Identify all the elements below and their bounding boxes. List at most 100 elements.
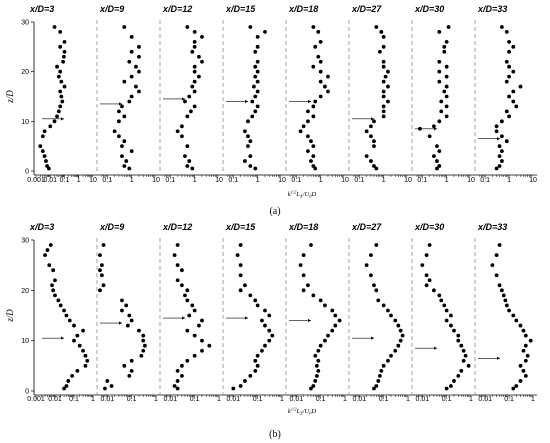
data-point bbox=[122, 79, 127, 84]
data-point bbox=[316, 358, 321, 363]
data-point bbox=[437, 30, 442, 34]
data-point bbox=[386, 84, 390, 89]
panel-title: x/D=12 bbox=[162, 222, 192, 232]
data-point bbox=[251, 84, 256, 89]
panel-title: x/D=30 bbox=[414, 4, 444, 14]
data-point bbox=[42, 129, 47, 134]
data-point bbox=[511, 44, 516, 49]
data-point bbox=[253, 109, 258, 114]
x-tick-label: 10 bbox=[278, 177, 286, 184]
x-axis-label-part: D bbox=[310, 408, 316, 415]
data-point bbox=[62, 84, 67, 89]
data-point bbox=[298, 263, 303, 268]
data-point bbox=[313, 379, 318, 383]
data-point bbox=[442, 303, 447, 308]
x-axis-label-part: 1/2 bbox=[291, 190, 298, 195]
data-point bbox=[183, 293, 187, 298]
data-point bbox=[528, 338, 533, 343]
data-point bbox=[497, 283, 502, 288]
data-point bbox=[192, 39, 197, 44]
data-point bbox=[45, 248, 50, 252]
data-point bbox=[260, 318, 264, 323]
data-point bbox=[309, 159, 313, 163]
arrow-head bbox=[497, 356, 500, 360]
data-point bbox=[235, 253, 240, 257]
data-point bbox=[306, 134, 310, 139]
data-point bbox=[101, 243, 106, 247]
x-tick-label: 0.1 bbox=[480, 177, 490, 184]
panel-title: x/D=33 bbox=[477, 222, 507, 232]
data-point bbox=[142, 343, 147, 348]
data-point bbox=[301, 288, 306, 293]
x-tick-label: 0.1 bbox=[504, 396, 514, 403]
data-point bbox=[129, 74, 134, 79]
data-point bbox=[62, 308, 66, 313]
data-point bbox=[129, 35, 134, 39]
data-point bbox=[333, 313, 338, 318]
data-point bbox=[253, 64, 258, 69]
data-point bbox=[504, 30, 509, 34]
arrow-head bbox=[245, 316, 248, 320]
data-point bbox=[124, 303, 129, 308]
data-point bbox=[316, 54, 321, 59]
data-point bbox=[246, 134, 250, 139]
data-point bbox=[306, 119, 310, 124]
data-point bbox=[38, 144, 43, 149]
data-point bbox=[72, 323, 76, 328]
x-tick-label: 0.1 bbox=[60, 177, 70, 184]
data-point bbox=[490, 263, 495, 268]
data-point bbox=[379, 368, 384, 373]
data-point bbox=[263, 308, 267, 313]
data-point bbox=[306, 149, 310, 154]
panel-8: x/D=33 0.01 0.1 1 bbox=[474, 222, 535, 403]
data-point bbox=[463, 353, 468, 358]
data-point bbox=[311, 154, 316, 159]
data-point bbox=[381, 114, 386, 119]
data-point bbox=[435, 159, 439, 163]
data-point bbox=[81, 328, 85, 333]
data-point bbox=[326, 333, 330, 338]
data-point bbox=[449, 323, 453, 328]
data-point bbox=[389, 313, 393, 318]
data-point bbox=[122, 114, 127, 119]
x-tick-label: 0.1 bbox=[69, 396, 79, 403]
data-point bbox=[521, 328, 526, 333]
x-tick-label: 0.1 bbox=[417, 177, 427, 184]
x-tick-label: 0.1 bbox=[316, 396, 326, 403]
data-point bbox=[364, 129, 369, 134]
x-tick-label: 10 bbox=[152, 177, 160, 184]
data-point bbox=[372, 164, 376, 168]
panel-6: x/D=27 0.1 1 10 bbox=[348, 4, 412, 184]
panel-title: x/D=15 bbox=[225, 4, 256, 14]
data-point bbox=[444, 74, 449, 79]
data-point bbox=[318, 94, 323, 99]
panel-title: x/D=3 bbox=[29, 4, 54, 14]
data-point bbox=[444, 39, 449, 44]
data-point bbox=[369, 124, 373, 129]
data-point bbox=[255, 89, 260, 94]
data-point bbox=[62, 49, 67, 54]
arrow-head bbox=[61, 117, 64, 121]
x-axis-label-part: 0 bbox=[309, 194, 312, 199]
data-point bbox=[306, 109, 310, 114]
data-point bbox=[459, 343, 464, 348]
data-point bbox=[437, 119, 442, 124]
data-point bbox=[521, 368, 526, 373]
data-point bbox=[374, 288, 379, 293]
data-point bbox=[255, 35, 260, 39]
arrow-head bbox=[371, 336, 374, 340]
data-point bbox=[511, 99, 516, 104]
data-point bbox=[47, 263, 52, 268]
panel-2: x/D=9 0.01 0.1 1 bbox=[96, 222, 158, 403]
x-axis-label-part: /U bbox=[302, 191, 311, 198]
data-point bbox=[125, 323, 130, 328]
data-point bbox=[439, 99, 444, 104]
data-point bbox=[255, 363, 260, 368]
data-point bbox=[377, 374, 382, 378]
panel-title: x/D=27 bbox=[351, 222, 382, 232]
data-point bbox=[197, 54, 201, 59]
panel-title: x/D=9 bbox=[99, 222, 124, 232]
data-point bbox=[449, 313, 453, 318]
